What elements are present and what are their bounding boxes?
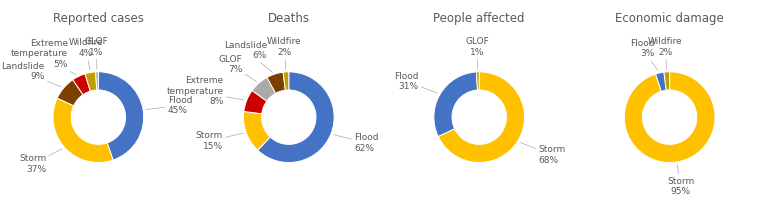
Wedge shape: [656, 72, 666, 91]
Text: Storm
37%: Storm 37%: [19, 149, 62, 174]
Text: GLOF
1%: GLOF 1%: [465, 37, 489, 69]
Wedge shape: [252, 78, 276, 101]
Text: Landslide
9%: Landslide 9%: [2, 62, 61, 87]
Text: Wildfire
2%: Wildfire 2%: [267, 37, 302, 69]
Wedge shape: [267, 72, 286, 93]
Text: Extreme
temperature
8%: Extreme temperature 8%: [167, 76, 244, 106]
Text: Storm
68%: Storm 68%: [520, 142, 566, 164]
Title: People affected: People affected: [433, 12, 525, 25]
Wedge shape: [258, 72, 334, 162]
Wedge shape: [434, 72, 478, 136]
Text: Flood
31%: Flood 31%: [394, 72, 438, 93]
Text: GLOF
1%: GLOF 1%: [84, 37, 108, 69]
Text: Extreme
temperature
5%: Extreme temperature 5%: [11, 39, 76, 75]
Text: GLOF
7%: GLOF 7%: [219, 55, 257, 82]
Wedge shape: [73, 74, 91, 95]
Title: Reported cases: Reported cases: [53, 12, 144, 25]
Wedge shape: [58, 80, 83, 106]
Wedge shape: [243, 111, 270, 150]
Wedge shape: [98, 72, 144, 160]
Title: Economic damage: Economic damage: [615, 12, 724, 25]
Text: Flood
62%: Flood 62%: [333, 133, 379, 153]
Text: Landslide
6%: Landslide 6%: [223, 41, 273, 72]
Wedge shape: [476, 72, 479, 90]
Text: Flood
45%: Flood 45%: [146, 96, 192, 115]
Wedge shape: [624, 72, 715, 162]
Title: Deaths: Deaths: [268, 12, 310, 25]
Wedge shape: [96, 72, 98, 90]
Wedge shape: [283, 72, 289, 90]
Wedge shape: [664, 72, 670, 90]
Wedge shape: [243, 90, 266, 114]
Text: Storm
15%: Storm 15%: [195, 131, 243, 151]
Text: Storm
95%: Storm 95%: [667, 165, 694, 196]
Text: Wildfire
4%: Wildfire 4%: [68, 38, 103, 70]
Wedge shape: [85, 72, 97, 91]
Text: Wildfire
2%: Wildfire 2%: [648, 37, 683, 69]
Wedge shape: [53, 98, 113, 162]
Text: Flood
3%: Flood 3%: [630, 39, 658, 71]
Wedge shape: [439, 72, 525, 162]
